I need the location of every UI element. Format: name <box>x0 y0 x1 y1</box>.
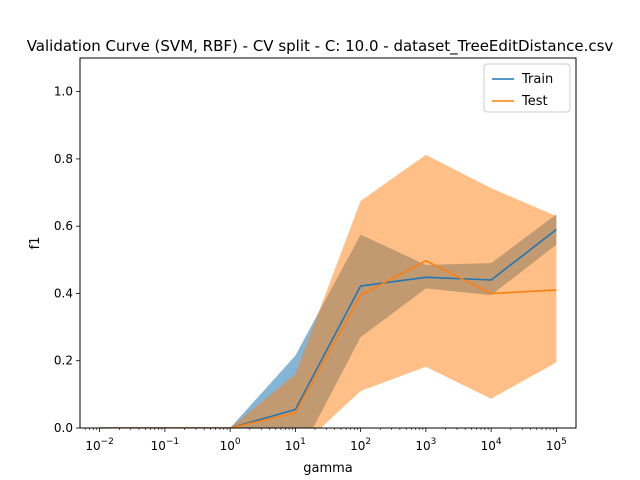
legend-label-train: Train <box>521 72 553 87</box>
x-tick-label: 105 <box>546 437 567 453</box>
legend: Train Test <box>483 63 571 113</box>
chart-title: Validation Curve (SVM, RBF) - CV split -… <box>27 37 614 56</box>
y-tick-label: 1.0 <box>54 85 73 99</box>
x-tick-label: 10−1 <box>151 437 180 453</box>
y-tick-label: 0.4 <box>54 286 73 300</box>
x-tick-label: 103 <box>415 437 436 453</box>
y-axis-label: f1 <box>28 237 43 250</box>
band-test <box>99 154 557 428</box>
y-tick-label: 0.2 <box>54 354 73 368</box>
x-axis-ticks: 10−2 10−1 100 101 102 103 104 105 <box>84 428 567 453</box>
y-axis-ticks: 0.0 0.2 0.4 0.6 0.8 1.0 <box>54 85 80 435</box>
y-tick-label: 0.6 <box>54 219 73 233</box>
plot-frame <box>79 57 577 429</box>
confidence-bands <box>99 154 557 428</box>
x-tick-label: 10−2 <box>85 437 114 453</box>
x-tick-label: 104 <box>481 437 502 453</box>
x-tick-label: 100 <box>220 437 241 453</box>
y-tick-label: 0.0 <box>54 421 73 435</box>
legend-box <box>483 63 571 113</box>
line-test <box>99 259 557 428</box>
x-axis-label: gamma <box>303 461 353 476</box>
y-tick-label: 0.8 <box>54 152 73 166</box>
x-tick-label: 101 <box>285 437 306 453</box>
x-tick-label: 102 <box>350 437 371 453</box>
legend-label-test: Test <box>521 94 548 109</box>
line-train <box>99 228 557 428</box>
